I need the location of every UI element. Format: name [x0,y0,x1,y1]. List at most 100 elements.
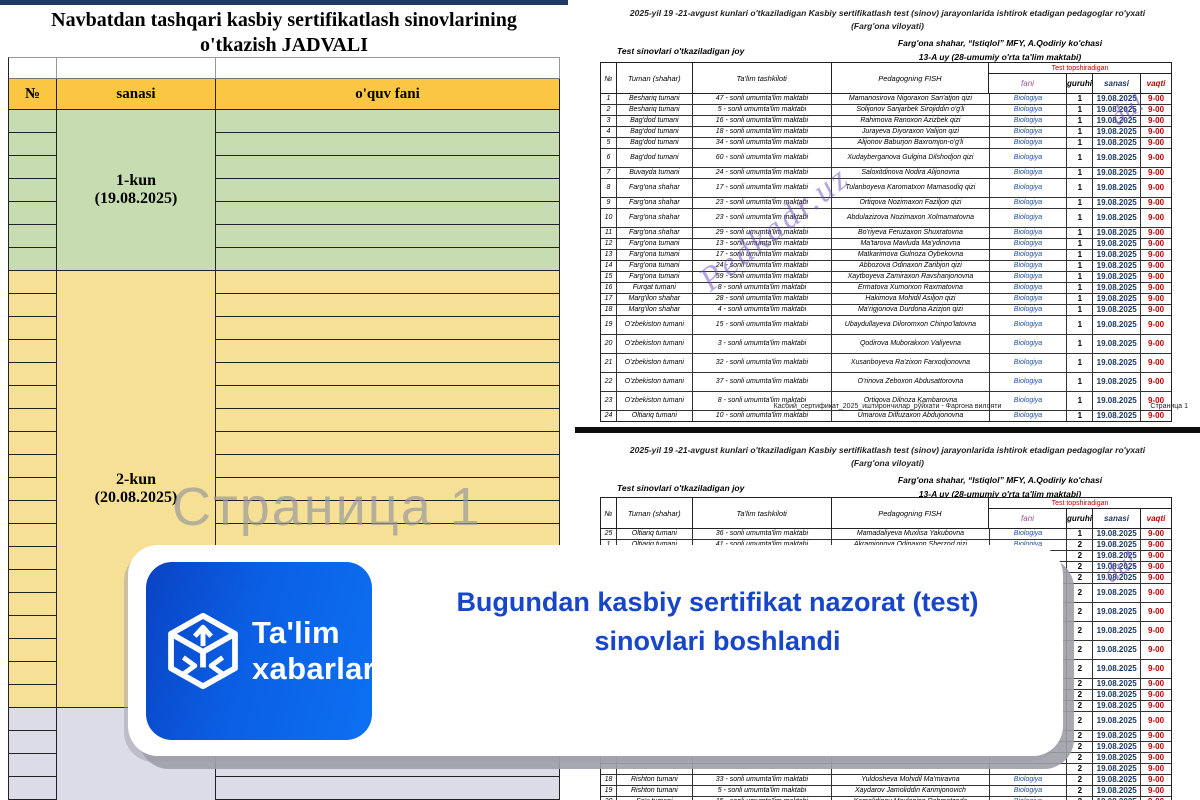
cell-guruhi: 2 [1067,786,1094,796]
cell-sanasi: 19.08.2025 [1093,622,1142,640]
cell-n: 13 [601,250,617,260]
cell-tuman: O'zbekiston tumani [617,354,693,372]
cell-sanasi: 19.08.2025 [1093,764,1142,774]
cell-n: 23 [601,392,617,410]
cell-vaqti: 9-00 [1148,294,1165,303]
cell-tuman [617,753,693,763]
row-number [9,731,57,754]
cell-guruhi: 2 [1067,701,1094,711]
cell-sanasi: 19.08.2025 [1093,116,1142,126]
cell-sanasi: 19.08.2025 [1093,250,1142,260]
cell-guruhi: 2 [1067,764,1094,774]
cell-fani [990,660,1068,678]
row-number [9,340,57,363]
cell-vaqti: 9-00 [1148,562,1165,571]
table-row: 18 Marg'ilon shahar 4 - sonli umumta'lim… [601,305,1171,316]
talim-xabarlari-logo-tile: Ta'lim xabarlari [146,562,384,740]
cell-guruhi: 2 [1067,641,1094,659]
cell-fish: Ortiqova Dilnoza Kambarovna [832,392,990,410]
table-row: 22 O'zbekiston tumani 37 - sonli umumta'… [601,373,1171,392]
doc2-venue-address: Farg'ona shahar, “Istiqlol” MFY, A.Qodir… [855,473,1145,501]
cell-tuman: Bag'dod tumani [617,149,693,167]
cell-vaqti: 9-00 [1148,764,1165,773]
cell-guruhi: 2 [1067,775,1094,785]
cell-tuman: Oltiariq tumani [617,529,693,539]
table-row: 21 O'zbekiston tumani 32 - sonli umumta'… [601,354,1171,373]
cell-sanasi: 19.08.2025 [1093,641,1142,659]
logo-line2: xabarlari [252,651,384,686]
cell-tuman: Bag'dod tumani [617,127,693,137]
cell-vaqti: 9-00 [1148,153,1165,162]
cell-tuman: Bag'dod tumani [617,116,693,126]
row-number [9,271,57,294]
cell-guruhi: 1 [1067,105,1094,115]
cell-vaqti: 9-00 [1148,168,1165,177]
cell-maktab: 60 - sonli umumta'lim maktabi [693,149,833,167]
doc2-title-line1: 2025-yil 19 -21-avgust kunlari o'tkazila… [629,445,1146,455]
cell-vaqti: 9-00 [1148,239,1165,248]
cell-vaqti: 9-00 [1148,396,1165,405]
doc1-col-n: № [601,63,617,93]
cell-tuman: Farg'ona shahar [617,228,693,238]
cell-tuman: O'zbekiston tumani [617,316,693,334]
cell-maktab: 4 - sonli umumta'lim maktabi [693,305,833,315]
subject-cell [216,409,560,432]
cell-fani: Biologiya [990,228,1068,238]
cell-guruhi: 2 [1067,660,1094,678]
schedule-title-line2: o'tkazish JADVALI [200,34,368,56]
headline-line1: Bugundan kasbiy sertifikat nazorat (test… [456,587,979,617]
cell-sanasi: 19.08.2025 [1093,679,1142,689]
table-row: 2 Beshariq tumani 5 - sonli umumta'lim m… [601,105,1171,116]
cell-tuman: O'zbekiston tumani [617,392,693,410]
table-row: 10 Farg'ona shahar 23 - sonli umumta'lim… [601,209,1171,228]
cell-tuman: Beshariq tumani [617,105,693,115]
cell-vaqti: 9-00 [1148,664,1165,673]
cell-vaqti: 9-00 [1148,786,1165,795]
cell-maktab: 33 - sonli umumta'lim maktabi [693,775,833,785]
cell-guruhi: 1 [1067,411,1094,421]
subject-cell [216,271,560,294]
day1-date: (19.08.2025) [94,190,178,207]
cell-maktab: 23 - sonli umumta'lim maktabi [693,198,833,208]
cell-sanasi: 19.08.2025 [1093,731,1142,741]
cell-n: 25 [601,529,617,539]
cell-sanasi: 19.08.2025 [1093,261,1142,271]
row-number [9,225,57,248]
cell-n: 8 [601,179,617,197]
cell-vaqti: 9-00 [1148,250,1165,259]
table-row: 23 O'zbekiston tumani 8 - sonli umumta'l… [601,392,1171,411]
cell-n: 18 [601,775,617,785]
cell-guruhi: 1 [1067,294,1094,304]
day1-subjects [216,110,560,271]
subject-cell [216,179,560,202]
cell-tuman: Farg'ona tumani [617,239,693,249]
cell-tuman: Rishton tumani [617,786,693,796]
cell-fani: Biologiya [990,283,1068,293]
row-number [9,133,57,156]
cell-n: 14 [601,261,617,271]
cell-maktab: 24 - sonli umumta'lim maktabi [693,168,833,178]
cell-tuman: Farg'ona shahar [617,209,693,227]
cell-vaqti: 9-00 [1148,261,1165,270]
cell-fish: Ma'rigjonova Durdona Azizjon qizi [832,305,990,315]
cell-fani [990,690,1068,700]
cell-sanasi: 19.08.2025 [1093,179,1142,197]
cell-maktab: 36 - sonli umumta'lim maktabi [693,529,833,539]
cell-sanasi: 19.08.2025 [1093,354,1142,372]
cell-fani: Biologiya [990,786,1068,796]
schedule-spacer-row [9,58,560,79]
cell-fish: Qodirova Muborakxon Valiyevna [832,335,990,353]
cell-n: 20 [601,797,617,800]
logo-line1: Ta'lim [252,615,340,650]
cell-maktab: 16 - sonli umumta'lim maktabi [693,116,833,126]
cell-fish: Xaytboyeva Zamiraxon Ravshanjonovna [832,272,990,282]
cell-fani: Biologiya [990,775,1068,785]
cell-sanasi: 19.08.2025 [1093,228,1142,238]
table-row: 14 Farg'ona tumani 24 - sonli umumta'lim… [601,261,1171,272]
cell-tuman: Farg'ona tumani [617,250,693,260]
cell-vaqti: 9-00 [1148,742,1165,751]
table-row: 7 Buvayda tumani 24 - sonli umumta'lim m… [601,168,1171,179]
table-row: 2 19.08.2025 9-00 [601,753,1171,764]
doc1-title-line2: (Farg'ona viloyati) [851,21,924,31]
